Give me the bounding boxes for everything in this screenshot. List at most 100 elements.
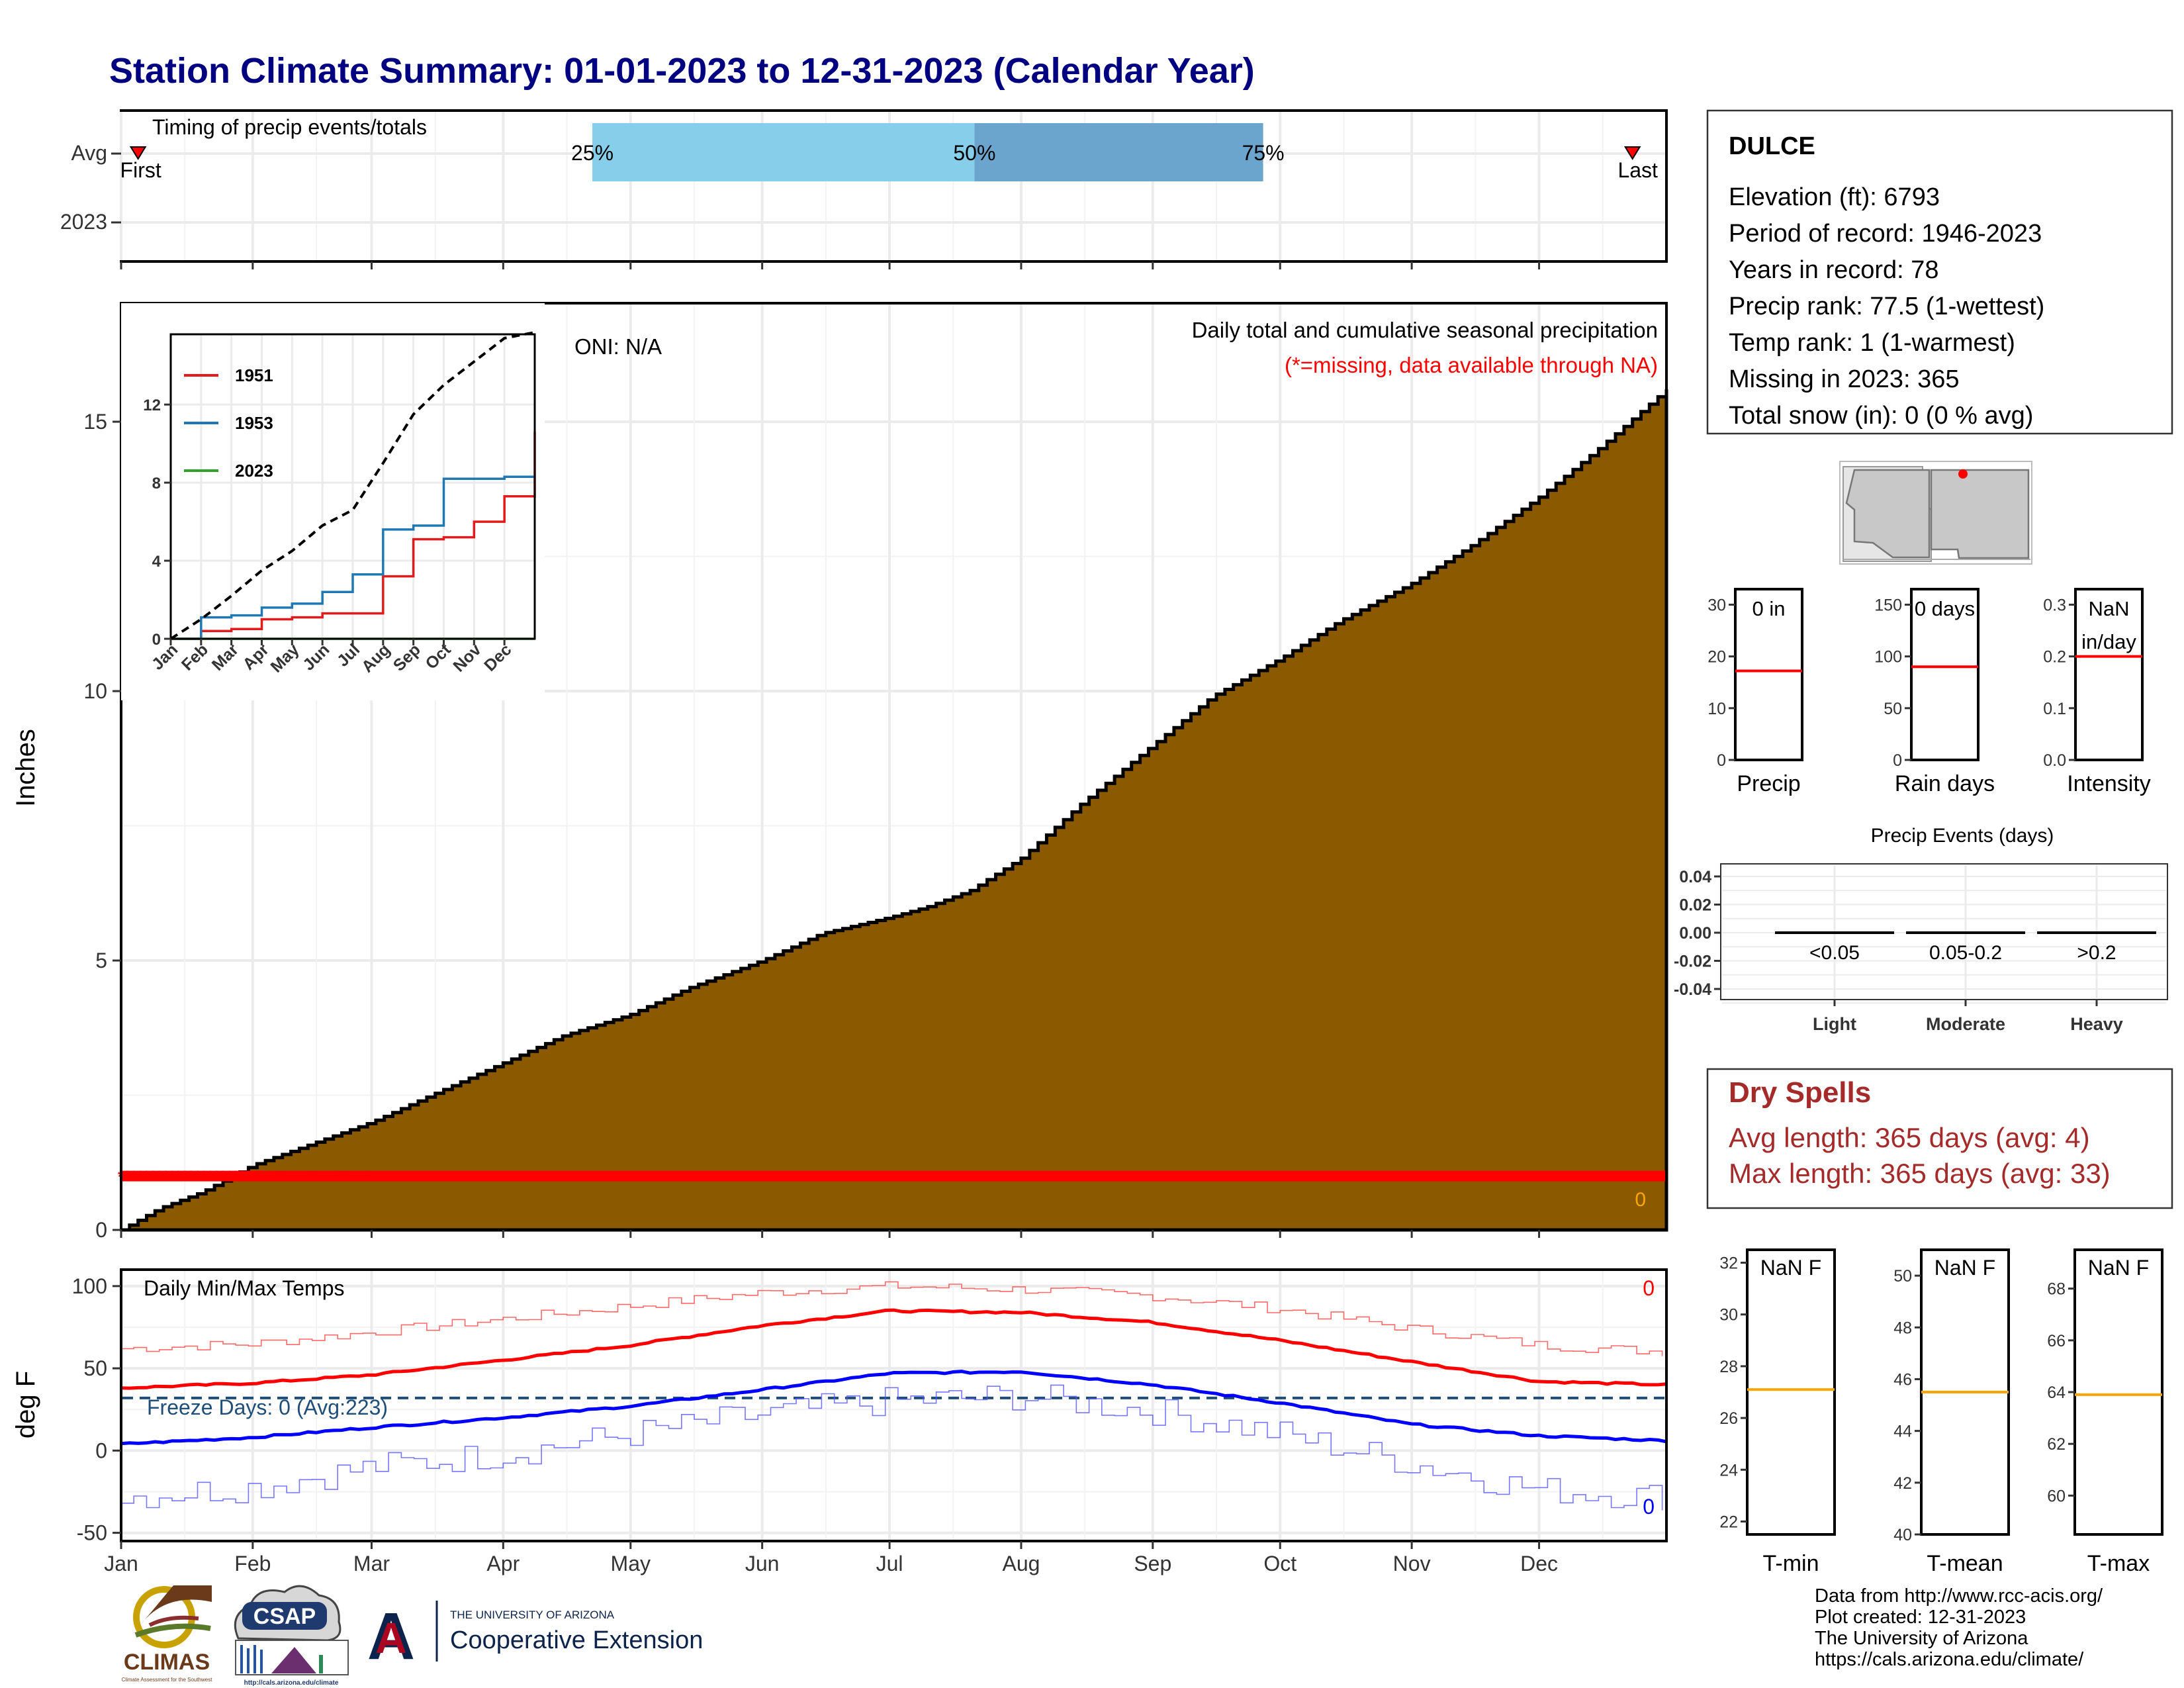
temp-bar-ytick-label: 48	[1893, 1319, 1912, 1337]
events-category-label: Light	[1813, 1014, 1856, 1034]
dry-spells-box: Dry Spells Avg length: 365 days (avg: 4)…	[1706, 1068, 2173, 1209]
month-label: Sep	[1134, 1552, 1171, 1575]
temperature-panel: -50 0 50 100 Jan Feb Mar Apr May Jun Jul Aug Sep Oct…	[11, 1268, 1668, 1575]
precip-ytick-label: 10	[83, 679, 107, 703]
station-detail-line: Temp rank: 1 (1-warmest)	[1729, 329, 2015, 357]
temp-yaxis: -50 0 50 100	[72, 1274, 121, 1545]
precip-events-title: Precip Events (days)	[1871, 825, 2054, 847]
temp-bar-chart-t-max: 60 62 64 66 68 NaN F T-max	[2047, 1248, 2163, 1576]
last-label: Last	[1617, 158, 1658, 182]
events-ytick-label: 0.04	[1679, 868, 1711, 886]
summary-bar-frame	[1910, 588, 1979, 761]
temp-bar-ytick-label: 26	[1719, 1409, 1738, 1428]
summary-ytick-label: 0.1	[2043, 700, 2066, 718]
month-label: Mar	[353, 1552, 390, 1575]
month-label: Nov	[1393, 1552, 1431, 1575]
climas-wordmark: CLIMAS	[124, 1650, 210, 1675]
dry-spells-avg: Avg length: 365 days (avg: 4)	[1729, 1122, 2090, 1153]
climas-logo: CLIMAS Climate Assessment for the Southw…	[122, 1585, 212, 1683]
events-range-label: 0.05-0.2	[1929, 942, 2002, 964]
missing-asterisk: *	[302, 1167, 310, 1187]
month-label: Jul	[876, 1552, 903, 1575]
timing-row-avg: Avg	[71, 141, 107, 165]
events-range-label: >0.2	[2077, 942, 2116, 964]
temp-bar-chart-t-mean: 40 42 44 46 48 50 NaN F T-mean	[1893, 1248, 2010, 1576]
missing-asterisk: *	[150, 1167, 157, 1187]
summary-value-label: 0 in	[1752, 597, 1786, 620]
inset-line-avg	[169, 331, 535, 640]
missing-asterisk: *	[360, 1167, 367, 1187]
station-detail-line: Elevation (ft): 6793	[1729, 183, 1940, 211]
temp-xticks: Jan Feb Mar Apr May Jun Jul Aug Sep Oct Nov Dec	[104, 1541, 1558, 1575]
inset-legend: 1951 1953 2023	[184, 365, 273, 481]
footer-credit-line: https://cals.arizona.edu/climate/	[1815, 1649, 2084, 1670]
timing-panel: 25% 50% 75% Timing of precip events/totals…	[60, 109, 1668, 269]
temp-bar-ytick-label: 64	[2047, 1383, 2066, 1402]
events-ytick-label: -0.02	[1674, 953, 1711, 971]
missing-asterisk: *	[315, 1167, 322, 1187]
temp-ytick-label: 0	[95, 1438, 107, 1462]
footer-credit-line: Plot created: 12-31-2023	[1815, 1607, 2026, 1628]
missing-asterisk: *	[271, 1167, 278, 1187]
timing-label: Timing of precip events/totals	[152, 115, 427, 139]
missing-data-markers: * * * * * * * * * * * * * * * * * * * * * * * * * * * * * * * * * * * * * * * *	[118, 1167, 1665, 1187]
precip-events-chart: Precip Events (days) <0.05 0.05-0.2 >0.2 -…	[1674, 825, 2168, 1034]
missing-asterisk: *	[290, 1167, 297, 1187]
first-last-markers: First Last	[120, 146, 1658, 182]
missing-asterisk: *	[328, 1167, 335, 1187]
temp-bar-ytick-label: 44	[1893, 1423, 1912, 1441]
month-label: Oct	[1263, 1552, 1297, 1575]
last-event-marker	[1623, 146, 1641, 160]
dry-spells-max: Max length: 365 days (avg: 33)	[1729, 1158, 2111, 1189]
precip-panel-title: Daily total and cumulative seasonal prec…	[1192, 318, 1658, 342]
inset-line-1951	[171, 432, 536, 640]
locator-map	[1839, 461, 2032, 565]
summary-xlabel: Precip	[1737, 771, 1800, 796]
summary-ytick-label: 150	[1874, 596, 1902, 614]
month-label: Feb	[234, 1552, 271, 1575]
missing-asterisk: *	[181, 1167, 189, 1187]
inset-ytick-label: 8	[152, 475, 161, 492]
missing-asterisk: *	[207, 1167, 214, 1187]
missing-asterisk: *	[353, 1167, 361, 1187]
temp-bar-ytick-label: 68	[2047, 1280, 2066, 1299]
inset-yaxis: 0 4 8 12	[143, 397, 171, 649]
summary-bar-frame	[2074, 588, 2144, 761]
avg-min-line	[120, 1370, 1667, 1446]
temp-bar-ytick-label: 62	[2047, 1435, 2066, 1454]
summary-value-label-line: in/day	[2081, 630, 2136, 653]
quantile-label: 25%	[571, 141, 614, 165]
temp-count-bottom: 0	[1643, 1495, 1655, 1519]
summary-ytick-label: 10	[1707, 700, 1726, 718]
summary-value-label: 0 days	[1915, 597, 1975, 620]
missing-asterisk: *	[283, 1167, 291, 1187]
station-location-dot	[1958, 469, 1968, 479]
events-category-label: Moderate	[1926, 1014, 2005, 1034]
missing-asterisk: *	[201, 1167, 208, 1187]
avg-max-line	[120, 1308, 1667, 1390]
inset-ytick-label: 0	[152, 631, 161, 649]
temp-bar-chart-t-min: 22 24 26 28 30 32 NaN F T-min	[1719, 1248, 1836, 1576]
events-range-label: <0.05	[1809, 942, 1860, 964]
quantile-bar-50-75	[974, 123, 1263, 181]
missing-asterisk: *	[137, 1167, 144, 1187]
temp-bar-frame	[1746, 1248, 1836, 1536]
inset-legend-label: 1951	[235, 365, 273, 385]
station-detail-line: Total snow (in): 0 (0 % avg)	[1729, 402, 2033, 430]
temp-bar-frame	[2073, 1248, 2163, 1536]
temp-bar-ytick-label: 24	[1719, 1461, 1738, 1479]
precip-ytick-label: 0	[95, 1218, 107, 1242]
inset-line-1953	[171, 475, 535, 640]
summary-ytick-label: 50	[1884, 700, 1902, 718]
events-yaxis: -0.04 -0.02 0.00 0.02 0.04	[1674, 868, 1721, 999]
freeze-days-label: Freeze Days: 0 (Avg:223)	[147, 1395, 388, 1419]
missing-asterisk: *	[194, 1167, 201, 1187]
month-label: Apr	[486, 1552, 520, 1575]
csap-wordmark: CSAP	[253, 1604, 316, 1629]
precip-ytick-label: 15	[83, 410, 107, 434]
missing-asterisk: *	[162, 1167, 169, 1187]
temp-bar-xlabel: T-min	[1763, 1551, 1819, 1576]
inset-ytick-label: 4	[152, 553, 161, 571]
events-ytick-label: 0.00	[1679, 924, 1711, 943]
